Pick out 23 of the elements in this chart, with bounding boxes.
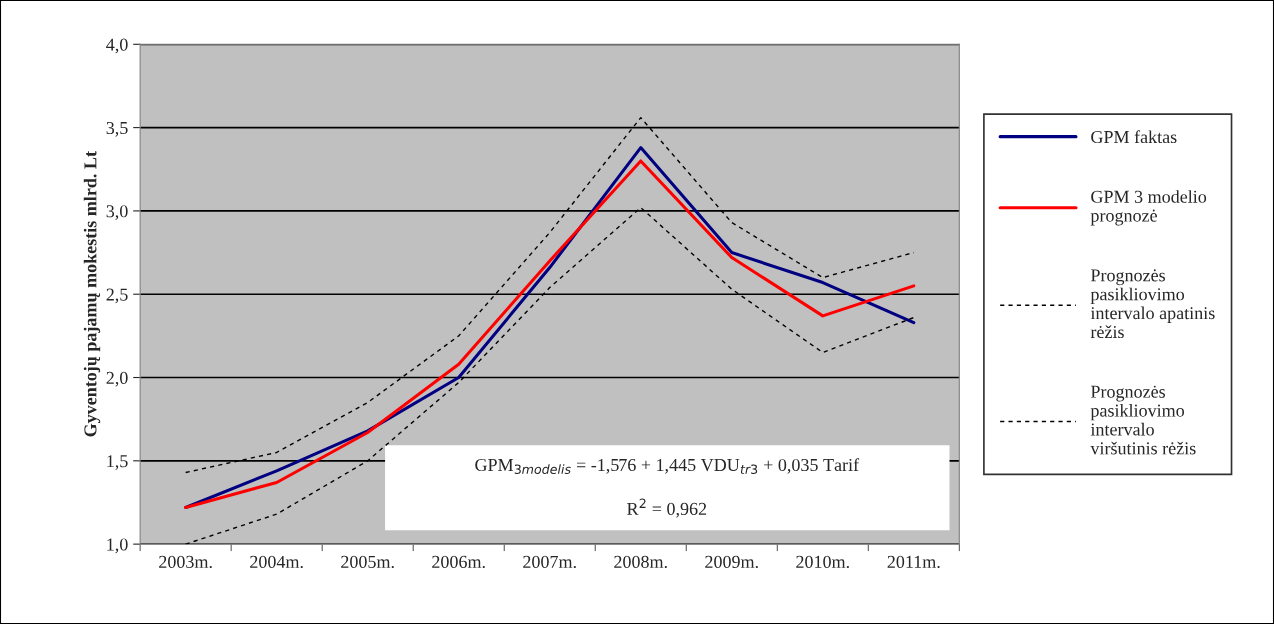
y-tick-label: 4,0 — [106, 38, 128, 54]
x-tick-label: 2008m. — [614, 555, 667, 569]
x-tick-label: 2011m. — [887, 555, 940, 569]
x-tick-label: 2003m. — [159, 555, 212, 569]
y-tick-label: 1,0 — [107, 538, 128, 554]
legend-label: Prognozės pasikliovimo intervalo viršutinis rėžis — [1090, 385, 1196, 455]
x-tick-label: 2007m. — [523, 555, 576, 569]
y-tick-label: 1,5 — [107, 455, 128, 470]
annotation: R$^{2}$ = 0,962 — [627, 498, 707, 518]
x-tick-label: 2005m. — [341, 555, 394, 569]
y-axis-title: Gyventojų pajamų mokestis mlrd. Lt — [83, 151, 101, 437]
legend-label: Prognozės pasikliovimo intervalo apatinis rėžis — [1090, 269, 1215, 339]
y-tick-label: 3,5 — [106, 121, 128, 137]
x-tick-label: 2004m. — [250, 555, 303, 569]
legend-label: GPM 3 modelio prognozė — [1090, 190, 1207, 226]
y-tick-label: 3,0 — [106, 205, 128, 220]
y-tick-label: 2,5 — [106, 288, 128, 304]
x-tick-label: 2010m. — [796, 555, 849, 569]
y-tick-label: 2,0 — [106, 371, 128, 387]
x-tick-label: 2009m. — [705, 555, 758, 569]
x-tick-label: 2006m. — [432, 555, 485, 569]
annotation: GPM$_{3modelis}$ = -1,576 + 1,445 VDU$_{tr3}$ + 0,035 Tarif — [475, 458, 860, 475]
legend-label: GPM faktas — [1091, 130, 1177, 144]
